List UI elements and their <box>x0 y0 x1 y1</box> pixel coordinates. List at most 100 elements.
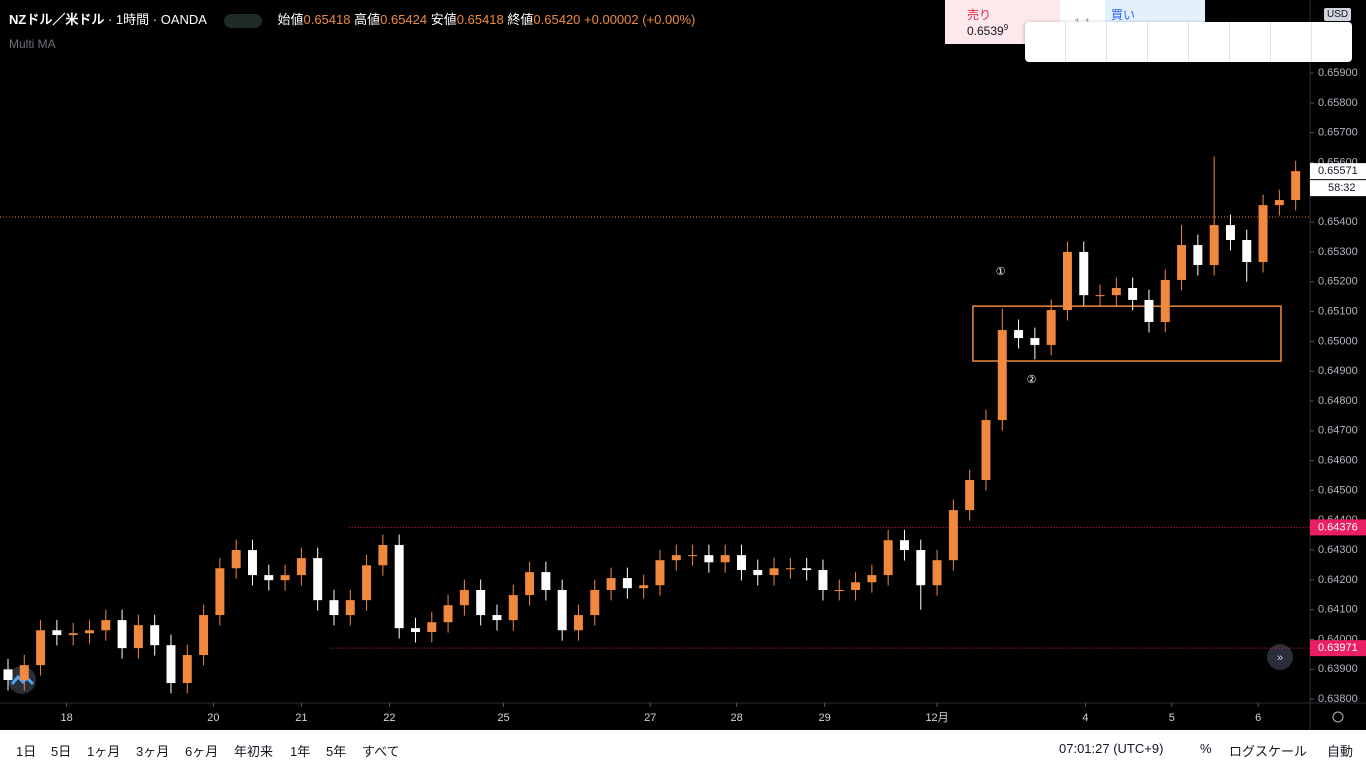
candle-body <box>36 630 46 666</box>
candle-body <box>1128 287 1138 300</box>
candle-body <box>1209 225 1219 266</box>
tool[interactable] <box>1148 22 1189 62</box>
candle-body <box>818 570 828 591</box>
indicator[interactable]: Multi MA <box>9 37 56 51</box>
scroll-button[interactable] <box>1267 644 1293 670</box>
x-tick-label: 29 <box>818 712 830 724</box>
candle-body <box>899 540 909 551</box>
tool[interactable] <box>1189 22 1230 62</box>
candle-body <box>736 555 746 571</box>
tool[interactable] <box>1312 22 1352 62</box>
currency-badge[interactable]: USD <box>1324 8 1352 21</box>
candle-body <box>1062 251 1072 311</box>
candle-body <box>704 555 714 563</box>
settings-icon[interactable] <box>1332 711 1344 723</box>
candle-body <box>215 568 225 616</box>
scroll-icon[interactable]: » <box>1277 652 1283 664</box>
chart: » 0.638000.639000.640000.641000.642000.6… <box>0 0 1366 730</box>
candle-body <box>1014 330 1024 339</box>
x-tick-label: 25 <box>497 712 509 724</box>
auto-toggle[interactable]: 自動 <box>1327 744 1354 759</box>
price-label-bg <box>1310 640 1366 657</box>
candle-body <box>19 665 29 681</box>
y-tick-label: 0.65300 <box>1318 246 1358 258</box>
tool[interactable] <box>1025 22 1066 62</box>
percent-toggle[interactable]: % <box>1200 741 1212 756</box>
candle-body <box>639 585 649 589</box>
candle-body <box>1225 225 1235 240</box>
candle-body <box>85 630 94 634</box>
candle-body <box>264 575 274 581</box>
y-tick-label: 0.65700 <box>1318 127 1358 139</box>
candle-body <box>1030 338 1040 345</box>
candle-body <box>932 560 942 586</box>
range-button[interactable]: 5年 <box>326 744 347 759</box>
candle-body <box>834 590 844 592</box>
candle-body <box>655 560 665 586</box>
range-button[interactable]: 3ヶ月 <box>136 744 170 759</box>
y-tick-label: 0.65800 <box>1318 97 1358 109</box>
drawing-toolbar <box>1025 22 1352 62</box>
x-tick-label: 6 <box>1255 712 1261 724</box>
x-tick-label: 27 <box>644 712 656 724</box>
candle-body <box>981 420 991 480</box>
candle-body <box>1291 171 1301 201</box>
candle-body <box>199 615 209 656</box>
y-tick-label: 0.64900 <box>1318 365 1358 377</box>
candle-body <box>622 578 632 589</box>
range-button[interactable]: 6ヶ月 <box>185 744 219 759</box>
tool[interactable] <box>1230 22 1271 62</box>
x-tick-label: 22 <box>383 712 395 724</box>
candle-body <box>1095 295 1105 297</box>
candle-body <box>410 628 420 633</box>
y-tick-label: 0.64600 <box>1318 455 1358 467</box>
x-tick-label: 18 <box>61 712 73 724</box>
clock: 07:01:27 (UTC+9) <box>1059 741 1164 756</box>
tool[interactable] <box>1271 22 1312 62</box>
tool[interactable] <box>1066 22 1107 62</box>
candle-body <box>606 578 616 591</box>
candle-body <box>459 590 469 606</box>
candle-body <box>916 550 926 586</box>
price-label-bg <box>1310 519 1366 536</box>
range-button[interactable]: すべて <box>362 744 400 759</box>
ohlc-label: 高値 <box>354 12 381 27</box>
tool[interactable] <box>1107 22 1148 62</box>
y-tick-label: 0.65100 <box>1318 305 1358 317</box>
sell-label: 売り <box>967 8 992 22</box>
candle-body <box>1177 245 1187 280</box>
y-tick-label: 0.63900 <box>1318 663 1358 675</box>
candle-body <box>720 555 730 563</box>
price-label: 0.63971 <box>1318 642 1358 654</box>
price-label: 0.64376 <box>1318 521 1358 533</box>
range-button[interactable]: 1年 <box>290 744 311 759</box>
y-tick-label: 0.64800 <box>1318 395 1358 407</box>
candle-body <box>883 540 893 576</box>
candle-body <box>150 625 160 646</box>
candle-body <box>590 590 600 616</box>
candle-body <box>3 669 13 681</box>
range-button[interactable]: 1ヶ月 <box>87 744 121 759</box>
log-toggle[interactable]: ログスケール <box>1229 744 1308 759</box>
range-button[interactable]: 年初来 <box>234 744 274 759</box>
bottom-toolbar: 07:01:27 (UTC+9) % ログスケール 自動 1日 5日 1ヶ月 3ヶ月 6… <box>0 730 1366 768</box>
candle-body <box>948 510 958 561</box>
y-tick-label: 0.65400 <box>1318 216 1358 228</box>
candle-body <box>280 575 290 581</box>
candle-body <box>427 622 437 633</box>
candle-body <box>133 625 143 649</box>
ohlc-label: 終値 <box>507 12 534 27</box>
status-badge <box>223 13 262 28</box>
ohlc-label: 始値 <box>277 12 304 27</box>
candle-body <box>1079 251 1089 296</box>
buy-label: 買い <box>1111 8 1136 22</box>
range-button[interactable]: 1日 <box>16 744 37 759</box>
candle-body <box>1258 205 1268 263</box>
candle-body <box>492 615 502 621</box>
range-button[interactable]: 5日 <box>51 744 72 759</box>
price-label-bg <box>1310 163 1366 180</box>
candle-body <box>1144 299 1154 322</box>
ohlc-value: 0.65418 <box>303 12 351 27</box>
candle-body <box>247 550 257 576</box>
